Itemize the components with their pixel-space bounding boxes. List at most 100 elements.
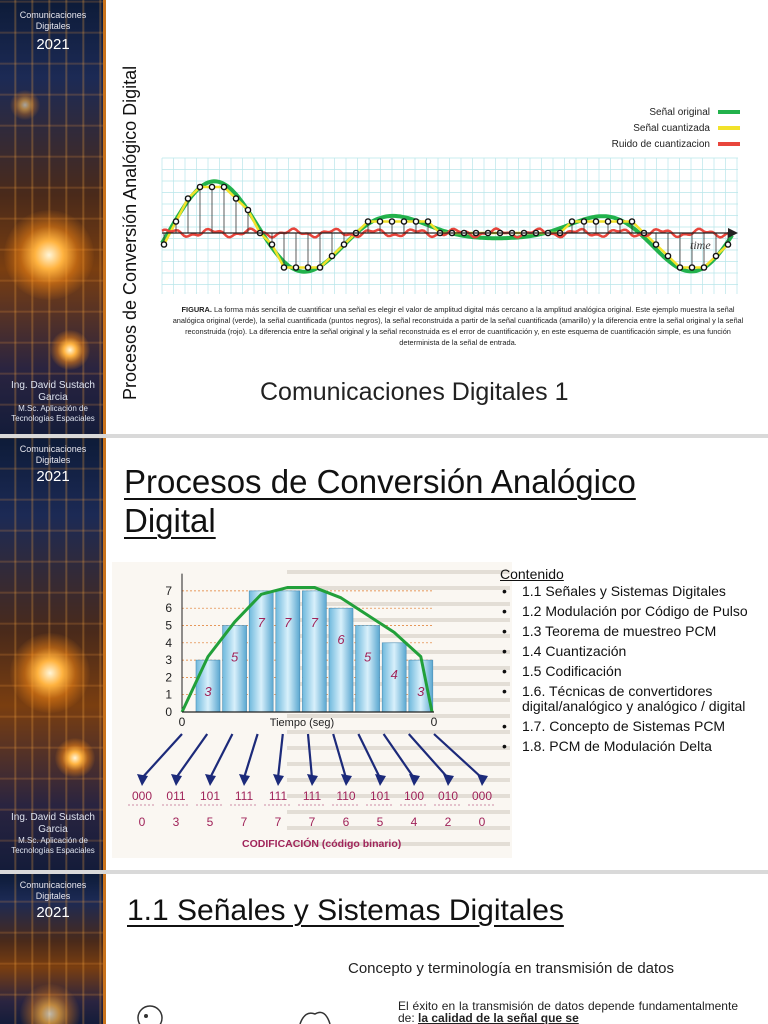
binary-code: 010 bbox=[438, 789, 458, 803]
x-start-label: 0 bbox=[179, 715, 186, 729]
sample-bar bbox=[222, 625, 247, 713]
sidebar-banner: Comunicaciones Digitales 2021 Ing. David … bbox=[0, 438, 106, 870]
decimal-value: 0 bbox=[479, 815, 486, 829]
contents-heading: Contenido bbox=[500, 566, 564, 582]
decimal-value: 6 bbox=[343, 815, 350, 829]
contents-item[interactable]: 1.2 Modulación por Código de Pulso bbox=[500, 604, 760, 620]
bar-value-label: 5 bbox=[364, 650, 372, 665]
cartoon-illustration bbox=[137, 1005, 331, 1024]
quantized-sample-point bbox=[268, 241, 276, 248]
y-tick-label: 6 bbox=[165, 601, 172, 615]
binary-code: 111 bbox=[235, 789, 254, 803]
decimal-value: 2 bbox=[445, 815, 452, 829]
analog-envelope bbox=[180, 585, 434, 713]
contents-item[interactable]: 1.1 Señales y Sistemas Digitales bbox=[500, 584, 760, 600]
binary-code: 000 bbox=[472, 789, 492, 803]
quantized-sample-point bbox=[316, 264, 324, 271]
quantized-sample-point bbox=[304, 264, 312, 271]
legend-original-swatch bbox=[718, 110, 740, 114]
figure-legend: Señal original Señal cuantizada Ruido de… bbox=[612, 107, 740, 150]
sample-bar bbox=[355, 625, 380, 713]
slide-2: Comunicaciones Digitales 2021 Ing. David … bbox=[0, 438, 768, 870]
slide-3-subtitle: Concepto y terminología en transmisión d… bbox=[348, 960, 675, 977]
quantized-sample-point bbox=[700, 264, 708, 271]
legend-quantized-label: Señal cuantizada bbox=[633, 123, 710, 134]
sidebar-author: Ing. David Sustach Garcia M.Sc. Aplicaci… bbox=[11, 380, 95, 423]
quantized-sample-point bbox=[592, 218, 600, 225]
slide-3-title: 1.1 Señales y Sistemas Digitales bbox=[127, 894, 564, 927]
decimal-value: 7 bbox=[241, 815, 248, 829]
quantization-figure: Señal original Señal cuantizada Ruido de… bbox=[160, 107, 740, 294]
quantized-sample-point bbox=[280, 264, 288, 271]
sidebar-banner: Comunicaciones Digitales 2021 Ing. David … bbox=[0, 0, 106, 434]
time-label: time bbox=[690, 238, 711, 252]
contents-item[interactable]: 1.4 Cuantización bbox=[500, 644, 760, 660]
bar-value-label: 3 bbox=[417, 684, 425, 699]
sample-bar bbox=[275, 590, 301, 713]
quantized-sample-point bbox=[616, 218, 624, 225]
quantized-sample-point bbox=[364, 218, 372, 225]
slide-3: Comunicaciones Digitales 2021 1.1 Señales… bbox=[0, 874, 768, 1024]
contents-item[interactable]: 1.8. PCM de Modulación Delta bbox=[500, 739, 760, 755]
sidebar-year: 2021 bbox=[36, 468, 70, 485]
x-axis-label: Tiempo (seg) bbox=[270, 717, 334, 729]
sample-bar bbox=[381, 642, 407, 713]
quantized-sample-point bbox=[628, 218, 636, 225]
quantized-sample-point bbox=[208, 183, 216, 191]
y-tick-label: 1 bbox=[165, 688, 172, 702]
vertical-title: Procesos de Conversión Analógico Digital bbox=[120, 65, 140, 400]
sidebar-course: Comunicaciones Digitales bbox=[19, 444, 87, 465]
binary-code: 110 bbox=[336, 789, 355, 803]
y-tick-label: 0 bbox=[165, 705, 172, 719]
slide-1: Comunicaciones Digitales 2021 Ing. David … bbox=[0, 0, 768, 434]
quantized-sample-point bbox=[328, 252, 336, 260]
sidebar-author: Ing. David Sustach Garcia M.Sc. Aplicaci… bbox=[11, 812, 95, 855]
bar-value-label: 5 bbox=[231, 650, 239, 665]
slide-2-title: Procesos de Conversión Analógico Digital bbox=[124, 463, 636, 539]
bar-value-label: 7 bbox=[284, 615, 292, 630]
contents-item[interactable]: 1.5 Codificación bbox=[500, 664, 760, 680]
contents-item[interactable]: 1.7. Concepto de Sistemas PCM bbox=[500, 719, 760, 735]
caption-text: La forma más sencilla de cuantificar una… bbox=[172, 305, 744, 347]
quantized-sample-point bbox=[676, 264, 684, 271]
decimal-value: 0 bbox=[139, 815, 146, 829]
legend-noise-swatch bbox=[718, 142, 740, 146]
quantized-sample-point bbox=[292, 264, 300, 271]
quantized-sample-point bbox=[688, 264, 696, 271]
quantized-sample-point bbox=[184, 195, 192, 202]
y-tick-label: 7 bbox=[165, 584, 172, 598]
legend-original-label: Señal original bbox=[649, 107, 710, 118]
quantized-sample-point bbox=[160, 241, 168, 248]
decimal-value: 7 bbox=[275, 815, 282, 829]
sample-bar bbox=[302, 590, 327, 713]
legend-noise-label: Ruido de cuantizacion bbox=[612, 139, 710, 150]
quantized-sample-point bbox=[244, 206, 252, 214]
sidebar-year: 2021 bbox=[36, 36, 70, 53]
bar-value-label: 6 bbox=[337, 632, 345, 647]
y-tick-label: 3 bbox=[165, 653, 172, 667]
binary-code: 101 bbox=[200, 789, 220, 803]
table-of-contents: Contenido 1.1 Señales y Sistemas Digital… bbox=[500, 566, 760, 759]
slide-1-subtitle: Comunicaciones Digitales 1 bbox=[260, 378, 569, 406]
binary-code: 011 bbox=[166, 789, 185, 803]
sample-bar bbox=[328, 607, 354, 713]
quantized-sample-point bbox=[232, 195, 240, 202]
sidebar-year: 2021 bbox=[36, 904, 70, 921]
bar-value-label: 7 bbox=[311, 615, 319, 630]
quantized-sample-point bbox=[580, 218, 588, 225]
quantized-sample-point bbox=[340, 241, 348, 248]
sample-bar bbox=[195, 659, 221, 713]
contents-item[interactable]: 1.3 Teorema de muestreo PCM bbox=[500, 624, 760, 640]
binary-code: 111 bbox=[303, 789, 322, 803]
codification-label: CODIFICACIÓN (código binario) bbox=[242, 837, 401, 850]
figure-caption: FIGURA. La forma más sencilla de cuantif… bbox=[168, 304, 748, 348]
decimal-value: 3 bbox=[173, 815, 180, 829]
bar-value-label: 4 bbox=[391, 667, 398, 682]
quantized-sample-point bbox=[196, 183, 204, 191]
quantized-sample-point bbox=[220, 183, 228, 191]
legend-quantized-swatch bbox=[718, 126, 740, 130]
contents-item[interactable]: 1.6. Técnicas de convertidores digital/a… bbox=[500, 684, 760, 714]
slide-3-bullet: El éxito en la transmisión de datos depe… bbox=[398, 999, 738, 1024]
binary-code: 100 bbox=[404, 789, 424, 803]
